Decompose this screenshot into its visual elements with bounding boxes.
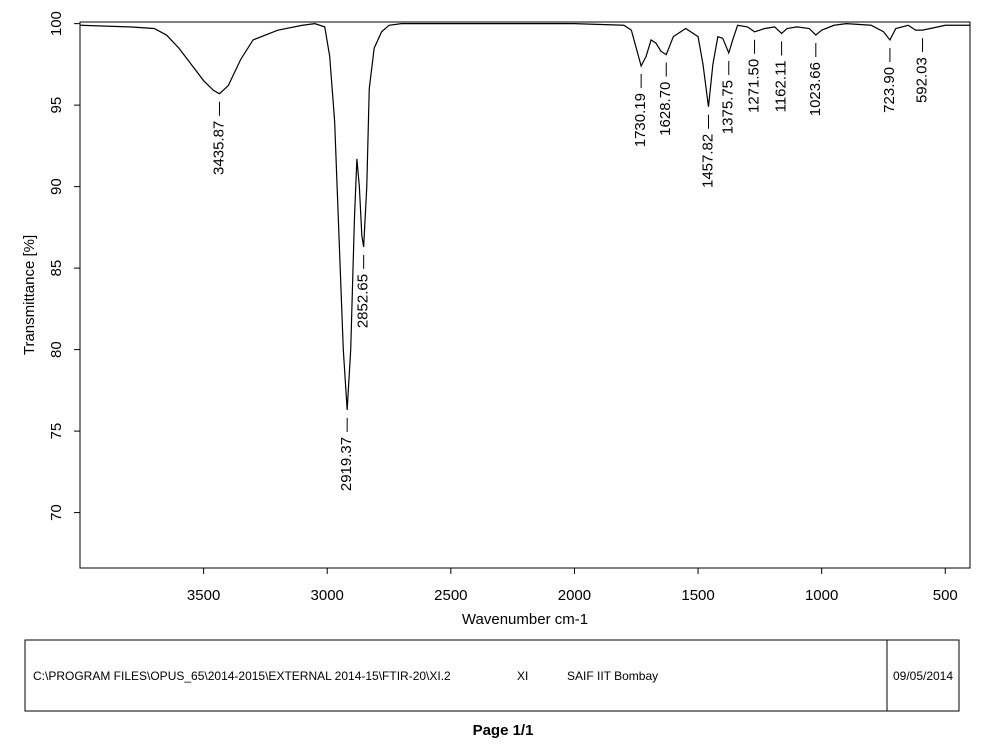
peak-label: 3435.87 (210, 121, 227, 175)
y-tick-label: 80 (48, 341, 65, 358)
peak-label: 1375.75 (720, 80, 737, 134)
x-tick-label: 2500 (434, 587, 467, 604)
x-tick-label: 1000 (805, 587, 838, 604)
footer-sample: XI (517, 669, 528, 683)
x-tick-label: 3000 (311, 587, 344, 604)
footer-box (24, 639, 960, 712)
footer-date: 09/05/2014 (893, 669, 953, 683)
y-tick-label: 75 (48, 423, 65, 440)
y-tick-label: 85 (48, 260, 65, 277)
peak-label: 2919.37 (338, 437, 355, 491)
peak-label: 592.03 (913, 57, 930, 103)
peak-label: 1271.50 (746, 59, 763, 113)
y-tick-label: 90 (48, 178, 65, 195)
footer-lab: SAIF IIT Bombay (567, 669, 658, 683)
page-number: Page 1/1 (473, 722, 534, 739)
footer-path: C:\PROGRAM FILES\OPUS_65\2014-2015\EXTER… (33, 669, 451, 683)
peak-label: 1730.19 (632, 93, 649, 147)
peak-label: 2852.65 (355, 274, 372, 328)
peak-label: 1023.66 (807, 62, 824, 116)
peak-label: 1162.11 (773, 60, 790, 112)
y-tick-label: 100 (48, 11, 65, 36)
peak-label: 1457.82 (699, 134, 716, 188)
spectrum-line (80, 23, 970, 410)
peak-label: 723.90 (881, 67, 898, 113)
y-tick-label: 70 (48, 504, 65, 521)
plot-frame (79, 21, 971, 569)
y-tick-label: 95 (48, 97, 65, 114)
y-axis-label: Transmittance [%] (21, 235, 38, 355)
x-axis-label: Wavenumber cm-1 (462, 611, 588, 628)
x-tick-label: 2000 (558, 587, 591, 604)
x-tick-label: 500 (933, 587, 958, 604)
x-tick-label: 1500 (681, 587, 714, 604)
x-tick-label: 3500 (187, 587, 220, 604)
peak-label: 1628.70 (657, 82, 674, 136)
